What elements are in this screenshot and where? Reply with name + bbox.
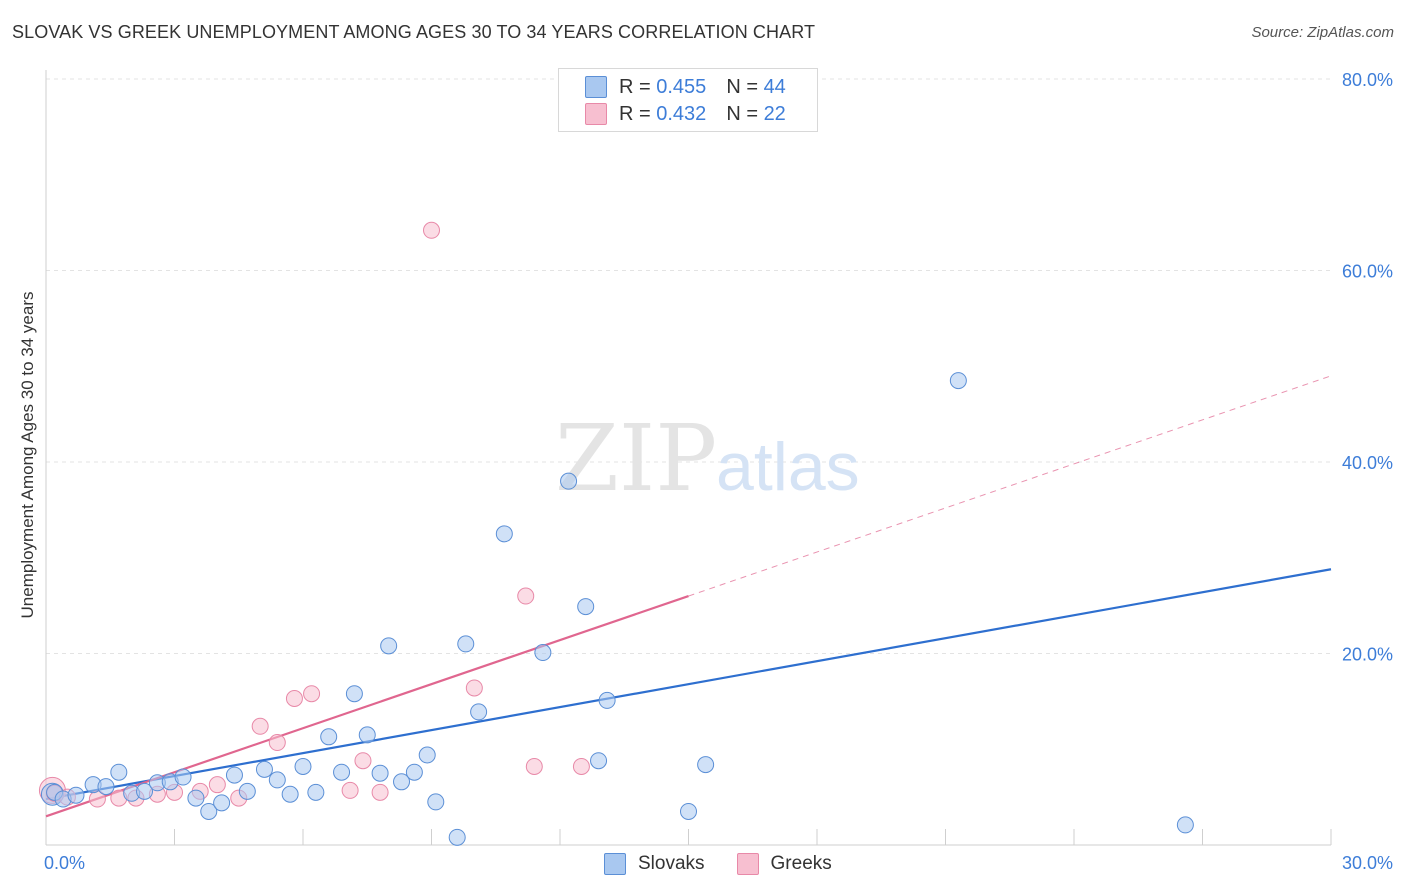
data-point-slovaks <box>560 472 578 490</box>
legend-r-label: R = <box>619 102 651 125</box>
bottom-legend-swatch-slovaks <box>604 853 626 875</box>
bottom-legend-swatch-greeks <box>736 853 759 875</box>
legend-n-label: N = <box>726 75 758 98</box>
data-point-greeks <box>525 757 543 775</box>
bottom-legend-greeks: Greeks <box>736 853 832 875</box>
legend-r-value: 0.432 <box>656 102 707 125</box>
data-point-slovaks <box>268 771 286 789</box>
data-point-slovaks <box>345 685 363 703</box>
data-point-slovaks <box>371 764 389 782</box>
legend-n-value: 44 <box>763 75 786 98</box>
data-point-slovaks <box>200 802 218 820</box>
data-point-slovaks <box>697 756 715 774</box>
data-point-slovaks <box>238 782 256 800</box>
y-tick-label: 60.0% <box>1342 262 1393 282</box>
data-point-slovaks <box>405 763 423 781</box>
data-point-slovaks <box>598 691 616 709</box>
axis-layer <box>45 70 1332 846</box>
legend-row-slovaks: R = 0.455 N = 44 <box>585 75 786 99</box>
data-point-slovaks <box>680 802 697 820</box>
legend-n-value: 22 <box>763 102 786 125</box>
data-point-slovaks <box>110 763 128 781</box>
data-point-slovaks <box>333 763 351 781</box>
data-point-slovaks <box>225 766 243 784</box>
watermark-zip: ZIP <box>555 405 717 512</box>
data-point-slovaks <box>577 598 595 616</box>
data-point-slovaks <box>427 793 445 811</box>
y-axis-label: Unemployment Among Ages 30 to 34 years <box>18 291 37 619</box>
data-point-slovaks <box>213 794 231 812</box>
data-point-greeks <box>354 752 372 770</box>
x-tick-label: 0.0% <box>44 853 85 873</box>
data-point-slovaks <box>393 773 411 791</box>
data-point-slovaks <box>281 785 299 803</box>
bottom-legend-label-slovaks: Slovaks <box>638 853 705 874</box>
data-point-slovaks <box>590 752 608 770</box>
data-point-slovaks <box>136 782 154 800</box>
y-tick-label: 80.0% <box>1342 70 1393 90</box>
grid-layer <box>46 78 1331 654</box>
watermark: ZIP atlas <box>555 405 860 512</box>
points-layer <box>38 221 1194 846</box>
data-point-greeks <box>251 717 269 735</box>
data-point-greeks <box>285 690 303 708</box>
data-point-greeks <box>303 685 321 703</box>
y-tick-label: 40.0% <box>1342 453 1393 473</box>
data-point-greeks <box>517 587 535 605</box>
data-point-slovaks <box>448 828 466 846</box>
source-label: Source: ZipAtlas.com <box>1251 24 1394 41</box>
bottom-legend: Slovaks Greeks <box>604 853 864 875</box>
data-point-greeks <box>208 776 226 794</box>
data-point-slovaks <box>174 768 192 786</box>
data-point-slovaks <box>294 757 312 775</box>
watermark-atlas: atlas <box>716 429 860 505</box>
x-tick-label: 30.0% <box>1342 853 1393 873</box>
data-point-slovaks <box>534 644 552 662</box>
data-point-slovaks <box>97 778 115 796</box>
trend-line-greeks-extension <box>688 375 1332 597</box>
data-point-slovaks <box>307 783 325 801</box>
legend-r-value: 0.455 <box>656 75 707 98</box>
legend-r-label: R = <box>619 75 651 98</box>
data-point-greeks <box>268 734 286 752</box>
data-point-slovaks <box>358 726 376 744</box>
legend: R = 0.455 N = 44 R = 0.432 N = 22 <box>558 68 818 132</box>
data-point-greeks <box>572 757 590 775</box>
bottom-legend-slovaks: Slovaks <box>604 853 705 875</box>
data-point-greeks <box>371 783 389 801</box>
data-point-slovaks <box>187 789 205 807</box>
data-point-slovaks <box>67 786 85 804</box>
data-point-slovaks <box>457 635 475 653</box>
data-point-slovaks <box>495 525 513 543</box>
legend-swatch-slovaks <box>585 76 607 98</box>
data-point-slovaks <box>1176 816 1194 834</box>
trend-line-slovaks <box>45 568 1332 801</box>
legend-n-label: N = <box>726 102 758 125</box>
data-point-slovaks <box>949 372 967 390</box>
data-point-slovaks <box>470 703 488 721</box>
data-point-slovaks <box>320 728 338 746</box>
data-point-greeks <box>423 221 440 239</box>
data-point-greeks <box>465 679 483 697</box>
chart-title: SLOVAK VS GREEK UNEMPLOYMENT AMONG AGES … <box>12 22 816 42</box>
legend-row-greeks: R = 0.432 N = 22 <box>585 102 786 126</box>
legend-swatch-greeks <box>585 103 607 125</box>
bottom-legend-label-greeks: Greeks <box>770 853 832 874</box>
data-point-slovaks <box>380 637 398 655</box>
tick-label-layer: 20.0% 40.0% 60.0% 80.0% 0.0% 30.0% <box>44 70 1393 873</box>
data-point-slovaks <box>418 746 436 764</box>
y-tick-label: 20.0% <box>1342 645 1393 665</box>
data-point-slovaks <box>255 760 273 778</box>
data-point-greeks <box>341 781 359 799</box>
